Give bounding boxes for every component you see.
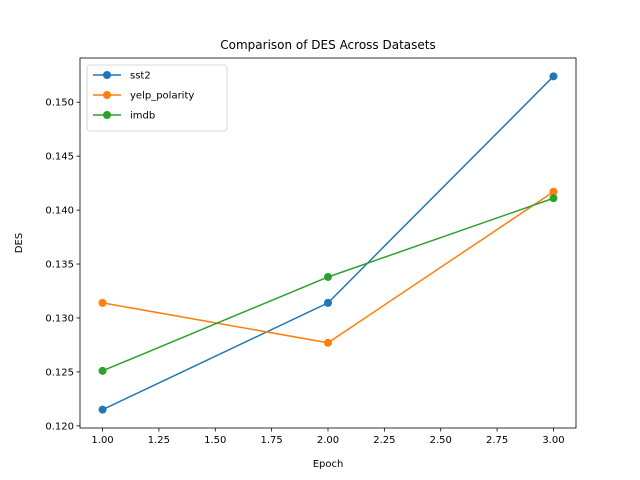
x-tick-label: 1.50: [204, 435, 226, 446]
legend-label-sst2: sst2: [130, 71, 151, 82]
y-tick-label: 0.125: [45, 367, 74, 378]
x-tick-label: 1.25: [148, 435, 170, 446]
data-point-sst2: [549, 72, 558, 81]
x-tick-label: 2.00: [317, 435, 339, 446]
legend-label-imdb: imdb: [130, 111, 155, 122]
data-point-yelp_polarity: [98, 298, 107, 307]
data-point-imdb: [98, 366, 107, 375]
x-tick-label: 3.00: [542, 435, 564, 446]
data-point-sst2: [98, 405, 107, 414]
x-tick-label: 2.50: [430, 435, 452, 446]
y-tick-label: 0.135: [45, 260, 74, 271]
x-tick-label: 1.00: [91, 435, 113, 446]
legend-marker-imdb: [103, 111, 111, 119]
y-tick-label: 0.140: [45, 206, 74, 217]
data-point-yelp_polarity: [549, 187, 558, 196]
y-tick-label: 0.150: [45, 98, 74, 109]
y-tick-label: 0.145: [45, 152, 74, 163]
y-tick-label: 0.120: [45, 421, 74, 432]
x-axis: 1.00 1.25 1.50 1.75 2.00 2.25 2.50 2.75 3.00: [91, 428, 565, 446]
legend-box: [86, 64, 228, 132]
x-tick-label: 2.75: [486, 435, 508, 446]
data-point-imdb: [324, 272, 332, 281]
legend-marker-yelp_polarity: [103, 91, 111, 99]
chart-title: Comparison of DES Across Datasets: [220, 38, 435, 52]
y-axis: 0.120 0.125 0.130 0.135 0.140 0.145 0.150: [45, 98, 80, 432]
data-point-imdb: [549, 194, 558, 203]
data-point-yelp_polarity: [324, 338, 332, 347]
y-tick-label: 0.130: [45, 313, 74, 324]
legend-label-yelp_polarity: yelp_polarity: [130, 91, 194, 102]
data-point-sst2: [324, 298, 332, 307]
x-tick-label: 2.25: [373, 435, 395, 446]
x-tick-label: 1.75: [261, 435, 283, 446]
x-axis-label: Epoch: [313, 459, 344, 470]
y-axis-label: DES: [14, 233, 25, 253]
series-layer: [98, 72, 558, 414]
legend-marker-sst2: [103, 71, 111, 79]
